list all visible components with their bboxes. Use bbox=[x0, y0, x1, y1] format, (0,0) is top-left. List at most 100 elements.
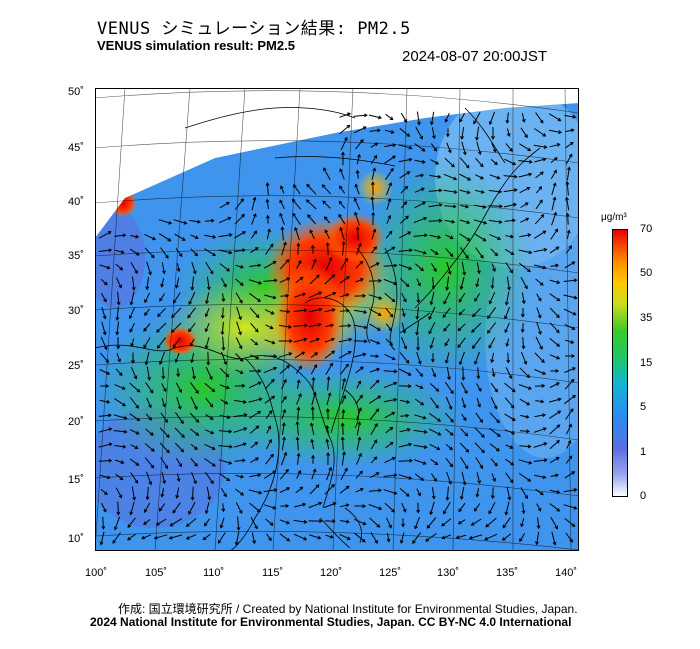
wind-arrow bbox=[233, 414, 247, 418]
wind-arrow-head bbox=[210, 480, 214, 485]
wind-arrow-head bbox=[539, 119, 544, 124]
wind-arrow bbox=[414, 201, 426, 209]
wind-arrow bbox=[161, 398, 166, 407]
wind-arrow bbox=[476, 397, 481, 407]
wind-arrow-head bbox=[190, 496, 195, 501]
wind-arrow-head bbox=[435, 161, 440, 165]
wind-arrow-head bbox=[422, 415, 427, 420]
wind-arrow-head bbox=[406, 133, 411, 137]
wind-arrow-head bbox=[393, 263, 398, 268]
wind-arrow-head bbox=[373, 154, 378, 159]
wind-arrow bbox=[518, 249, 532, 254]
wind-arrow bbox=[205, 502, 210, 514]
wind-arrow bbox=[355, 488, 364, 493]
wind-arrow bbox=[519, 472, 531, 482]
wind-arrow bbox=[280, 469, 289, 480]
wind-arrow-head bbox=[178, 253, 183, 258]
wind-arrow bbox=[218, 249, 232, 254]
wind-arrow bbox=[235, 531, 240, 545]
wind-arrow bbox=[190, 234, 199, 239]
wind-arrow-head bbox=[513, 174, 518, 179]
wind-arrow bbox=[205, 220, 214, 222]
wind-arrow-head bbox=[358, 452, 362, 457]
wind-arrow bbox=[488, 190, 502, 193]
wind-arrow bbox=[488, 205, 503, 207]
wind-arrow-head bbox=[472, 313, 476, 318]
wind-arrow-head bbox=[107, 231, 112, 235]
wind-arrow bbox=[472, 337, 482, 349]
wind-arrow bbox=[489, 174, 500, 179]
wind-arrow-head bbox=[459, 496, 464, 500]
wind-arrow-head bbox=[539, 282, 544, 286]
wind-arrow bbox=[430, 159, 439, 165]
wind-arrow bbox=[218, 430, 232, 433]
wind-arrow-head bbox=[325, 438, 330, 443]
wind-arrow-head bbox=[358, 407, 362, 412]
wind-arrow bbox=[338, 214, 346, 225]
wind-arrow-head bbox=[271, 340, 276, 345]
wind-arrow bbox=[442, 534, 452, 539]
wind-arrow bbox=[533, 248, 547, 253]
wind-arrow-head bbox=[412, 540, 416, 544]
wind-arrow bbox=[398, 144, 412, 149]
wind-arrow-head bbox=[362, 352, 367, 357]
wind-arrow bbox=[249, 425, 259, 434]
wind-arrow bbox=[308, 291, 322, 299]
wind-arrow-head bbox=[357, 436, 362, 441]
wind-arrow bbox=[353, 114, 367, 117]
wind-arrow-head bbox=[462, 417, 467, 421]
wind-arrow bbox=[417, 292, 419, 303]
wind-arrow bbox=[235, 488, 244, 496]
wind-arrow bbox=[340, 468, 348, 481]
wind-arrow bbox=[115, 473, 124, 480]
wind-arrow bbox=[385, 427, 393, 434]
wind-arrow-head bbox=[185, 523, 190, 527]
lon-label-125: 125˚ bbox=[379, 567, 402, 579]
wind-arrow-head bbox=[420, 267, 424, 272]
wind-arrow bbox=[429, 383, 439, 392]
wind-arrow-head bbox=[372, 228, 377, 233]
wind-arrow bbox=[205, 337, 210, 349]
wind-arrow-head bbox=[162, 480, 167, 485]
wind-arrow-head bbox=[345, 308, 350, 313]
wind-arrow bbox=[157, 307, 166, 317]
wind-arrow bbox=[146, 486, 149, 500]
wind-arrow bbox=[218, 445, 232, 448]
wind-arrow bbox=[459, 442, 469, 453]
wind-arrow-head bbox=[510, 461, 515, 466]
wind-arrow-head bbox=[148, 404, 152, 409]
wind-arrow-head bbox=[324, 229, 329, 234]
lat-label-40: 40˚ bbox=[68, 196, 84, 208]
wind-arrow bbox=[489, 111, 496, 125]
wind-arrow-head bbox=[331, 350, 336, 355]
wind-arrow-head bbox=[329, 362, 333, 367]
wind-arrow-head bbox=[332, 291, 337, 296]
wind-arrow bbox=[205, 308, 210, 317]
wind-arrow-head bbox=[285, 468, 289, 473]
wind-arrow-head bbox=[143, 327, 147, 332]
wind-arrow-head bbox=[326, 376, 331, 381]
wind-arrow-head bbox=[354, 211, 358, 216]
wind-arrow bbox=[475, 247, 484, 259]
wind-arrow-head bbox=[370, 196, 375, 201]
wind-arrow bbox=[503, 203, 517, 208]
wind-arrow-head bbox=[451, 163, 455, 168]
wind-arrow bbox=[474, 503, 481, 512]
wind-arrow-head bbox=[362, 521, 367, 526]
wind-arrow-head bbox=[345, 293, 350, 297]
wind-arrow-head bbox=[145, 496, 150, 501]
colorbar-label-35: 35 bbox=[640, 312, 653, 324]
wind-arrow-head bbox=[257, 473, 262, 478]
wind-arrow-head bbox=[375, 354, 380, 359]
lon-label-130: 130˚ bbox=[437, 567, 460, 579]
wind-arrow-head bbox=[269, 522, 274, 526]
wind-arrow-head bbox=[223, 283, 227, 288]
wind-arrow bbox=[430, 337, 435, 349]
wind-arrow bbox=[205, 413, 214, 420]
wind-arrow bbox=[146, 397, 152, 408]
wind-arrow bbox=[279, 519, 290, 524]
wind-arrow-head bbox=[569, 141, 574, 146]
wind-arrow-head bbox=[285, 259, 290, 263]
wind-arrow-head bbox=[431, 285, 436, 290]
wind-arrow bbox=[443, 291, 451, 305]
